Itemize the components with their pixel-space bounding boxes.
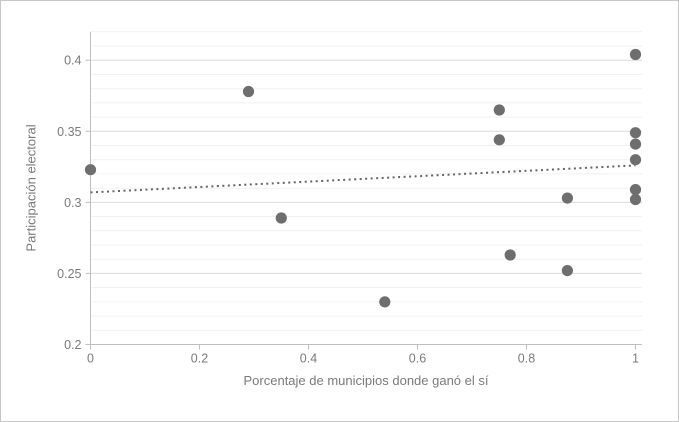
scatter-point bbox=[629, 48, 642, 61]
x-tick-label: 0.4 bbox=[300, 352, 317, 366]
scatter-point bbox=[629, 127, 642, 139]
scatter-point bbox=[84, 164, 97, 176]
gridlines bbox=[90, 31, 642, 331]
x-tick-label: 0.6 bbox=[409, 352, 426, 366]
scatter-point bbox=[493, 104, 505, 116]
scatter-points bbox=[84, 48, 642, 308]
scatter-point bbox=[629, 138, 642, 150]
scatter-point bbox=[493, 134, 505, 146]
x-tick-label: 0 bbox=[87, 352, 94, 366]
y-tick-label: 0.25 bbox=[57, 267, 81, 281]
axes bbox=[85, 31, 642, 350]
y-tick-label: 0.3 bbox=[64, 196, 81, 210]
scatter-point bbox=[504, 249, 516, 261]
y-tick-label: 0.35 bbox=[57, 125, 81, 139]
scatter-point bbox=[561, 192, 574, 204]
scatter-point bbox=[629, 184, 642, 196]
scatter-point bbox=[561, 265, 574, 277]
x-tick-label: 1 bbox=[632, 352, 639, 366]
x-tick-label: 0.2 bbox=[191, 352, 208, 366]
scatter-point bbox=[629, 154, 642, 166]
tick-labels: 0.2 0.25 0.3 0.35 0.4 0 0.2 0.4 0.6 0.8 1 bbox=[57, 54, 639, 366]
scatter-point bbox=[242, 85, 255, 98]
scatter-point bbox=[629, 193, 642, 206]
x-tick-label: 0.8 bbox=[518, 352, 535, 366]
y-tick-label: 0.4 bbox=[64, 54, 81, 68]
scatter-point bbox=[275, 212, 287, 224]
y-tick-label: 0.2 bbox=[64, 338, 81, 352]
scatter-point bbox=[379, 296, 391, 308]
